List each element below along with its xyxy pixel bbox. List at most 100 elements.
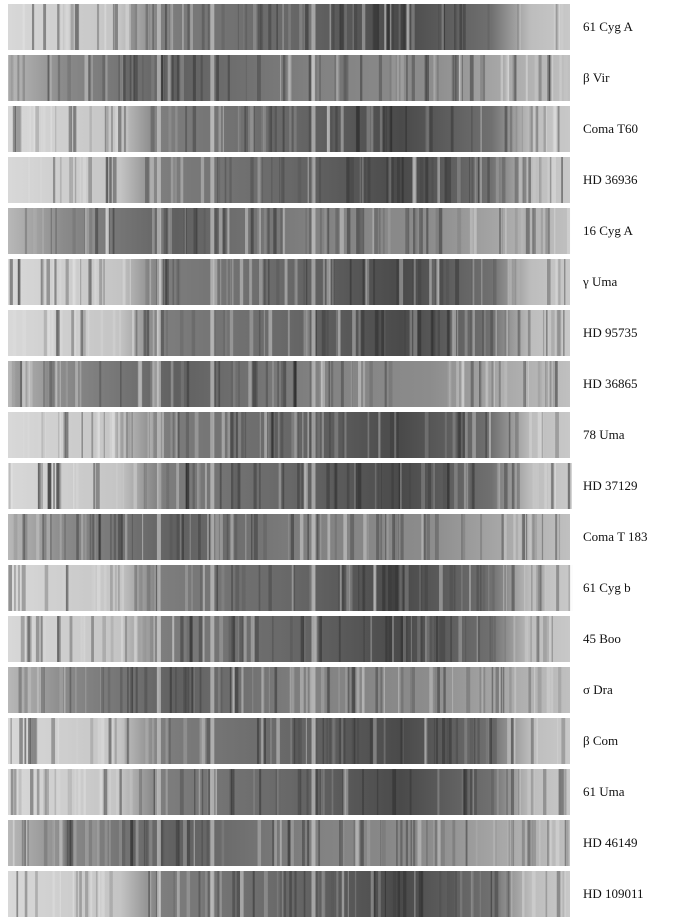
spectrum-strip [8, 565, 573, 611]
spectral-line [114, 514, 116, 560]
spectral-line [496, 157, 499, 203]
spectral-line [104, 259, 105, 305]
spectral-line [388, 4, 390, 50]
spectral-line [445, 412, 447, 458]
emission-band [210, 514, 214, 560]
spectral-line [170, 514, 173, 560]
spectral-line [530, 106, 532, 152]
spectral-line [326, 463, 329, 509]
spectral-line [413, 310, 417, 356]
star-label: Coma T60 [583, 121, 638, 136]
spectral-line [477, 718, 479, 764]
spectral-line [442, 718, 445, 764]
star-label: 61 Cyg A [583, 19, 633, 34]
spectral-line [452, 310, 456, 356]
spectral-line [73, 871, 74, 917]
spectral-line [504, 463, 507, 509]
spectral-line [437, 157, 440, 203]
spectral-line [76, 514, 77, 560]
spectral-line [41, 667, 45, 713]
spectral-line [470, 769, 472, 815]
spectral-line [109, 871, 112, 917]
spectral-line [66, 259, 69, 305]
spectral-line [515, 157, 519, 203]
spectral-line [296, 718, 300, 764]
star-label: HD 36936 [583, 172, 638, 187]
spectral-line [419, 565, 420, 611]
spectral-line [272, 412, 274, 458]
spectral-line [41, 259, 43, 305]
spectral-line [564, 55, 568, 101]
spectral-line [23, 55, 25, 101]
spectral-line [261, 667, 264, 713]
spectral-line [67, 820, 69, 866]
spectral-line [23, 4, 25, 50]
spectrum-strip [8, 463, 572, 509]
spectral-line [431, 310, 434, 356]
spectral-line [490, 310, 493, 356]
spectral-line [98, 412, 100, 458]
spectral-line [492, 667, 494, 713]
spectral-line [29, 106, 30, 152]
spectral-line [99, 361, 101, 407]
spectral-line [375, 310, 379, 356]
spectral-line [418, 259, 421, 305]
emission-band [210, 412, 214, 458]
spectral-line [254, 514, 258, 560]
spectral-line [528, 361, 529, 407]
spectral-line [70, 667, 72, 713]
spectral-line [558, 259, 561, 305]
spectral-line [223, 106, 224, 152]
spectral-line [60, 463, 61, 509]
spectral-line [384, 106, 387, 152]
spectral-line [457, 208, 461, 254]
spectral-line [231, 616, 235, 662]
spectral-line [504, 565, 506, 611]
spectral-line [375, 667, 378, 713]
spectral-line [60, 871, 61, 917]
spectrum-strip [8, 208, 570, 254]
spectral-line [275, 106, 277, 152]
spectral-line [508, 259, 510, 305]
spectral-line [454, 463, 458, 509]
spectral-line [230, 310, 233, 356]
spectral-line [150, 412, 153, 458]
spectral-line [434, 718, 435, 764]
spectral-line [363, 361, 365, 407]
spectral-line [425, 565, 428, 611]
spectral-line [231, 769, 235, 815]
spectral-line [69, 106, 71, 152]
spectral-line [401, 718, 404, 764]
spectral-line [254, 463, 257, 509]
spectral-line [133, 463, 137, 509]
spectral-line [292, 667, 294, 713]
spectral-line [153, 310, 154, 356]
spectral-line [233, 361, 235, 407]
spectral-line [94, 259, 96, 305]
spectral-line [479, 565, 481, 611]
spectral-line [336, 310, 340, 356]
spectral-line [307, 412, 309, 458]
spectral-line [397, 55, 398, 101]
spectral-line [501, 55, 504, 101]
spectral-line [278, 412, 280, 458]
spectral-line [67, 55, 71, 101]
spectral-line [187, 361, 189, 407]
spectral-line [111, 106, 113, 152]
spectral-line [241, 667, 243, 713]
spectral-line [27, 616, 30, 662]
spectral-line [347, 208, 350, 254]
spectral-line [25, 871, 28, 917]
spectral-line [388, 616, 392, 662]
spectral-line [338, 208, 339, 254]
spectrum-strip [8, 412, 570, 458]
spectral-line [217, 157, 220, 203]
spectral-line [513, 616, 515, 662]
spectral-line [130, 769, 133, 815]
spectral-line [70, 769, 71, 815]
spectral-line [457, 310, 458, 356]
spectral-line [229, 157, 231, 203]
spectral-line [90, 871, 92, 917]
spectral-line [175, 106, 177, 152]
spectral-line [367, 106, 371, 152]
